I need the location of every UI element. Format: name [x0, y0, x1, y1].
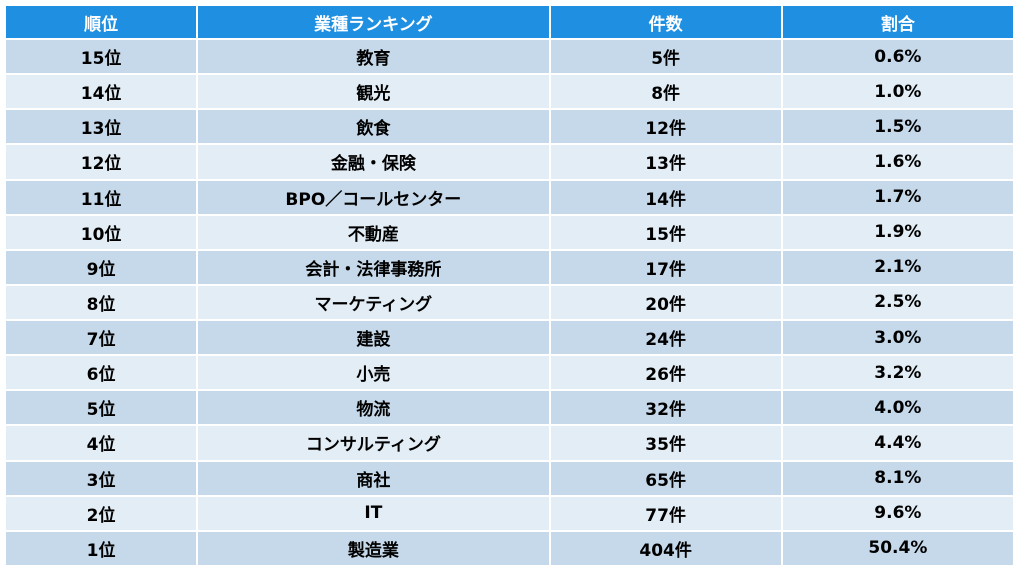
cell-rank: 13位: [6, 110, 197, 144]
cell-industry: 製造業: [198, 531, 549, 565]
cell-count: 77件: [550, 496, 781, 530]
header-count: 件数: [550, 6, 781, 38]
cell-rank: 1位: [6, 531, 197, 565]
cell-rank: 5位: [6, 391, 197, 425]
cell-ratio: 3.2%: [782, 356, 1013, 390]
cell-industry: 飲食: [198, 110, 549, 144]
table-body: 15位 教育 5件 0.6% 14位 観光 8件 1.0% 13位 飲食 12件 1.5% 12位 金融・…: [6, 40, 1013, 565]
cell-count: 35件: [550, 426, 781, 460]
cell-rank: 4位: [6, 426, 197, 460]
cell-rank: 3位: [6, 461, 197, 495]
cell-industry: コンサルティング: [198, 426, 549, 460]
cell-rank: 15位: [6, 40, 197, 74]
table-row: 2位 IT 77件 9.6%: [6, 496, 1013, 530]
table-row: 13位 飲食 12件 1.5%: [6, 110, 1013, 144]
cell-ratio: 2.5%: [782, 285, 1013, 319]
table-row: 6位 小売 26件 3.2%: [6, 356, 1013, 390]
cell-ratio: 1.6%: [782, 145, 1013, 179]
cell-ratio: 0.6%: [782, 40, 1013, 74]
cell-industry: 教育: [198, 40, 549, 74]
cell-count: 65件: [550, 461, 781, 495]
table-row: 4位 コンサルティング 35件 4.4%: [6, 426, 1013, 460]
cell-industry: 観光: [198, 75, 549, 109]
header-industry: 業種ランキング: [198, 6, 549, 38]
table-row: 15位 教育 5件 0.6%: [6, 40, 1013, 74]
cell-ratio: 1.5%: [782, 110, 1013, 144]
cell-count: 8件: [550, 75, 781, 109]
industry-ranking-table: 順位 業種ランキング 件数 割合 15位 教育 5件 0.6% 14位 観光 8件 1.0% 1…: [4, 4, 1015, 567]
cell-industry: BPO／コールセンター: [198, 180, 549, 214]
cell-count: 32件: [550, 391, 781, 425]
cell-ratio: 1.9%: [782, 215, 1013, 249]
cell-industry: IT: [198, 496, 549, 530]
cell-industry: 商社: [198, 461, 549, 495]
cell-industry: 小売: [198, 356, 549, 390]
cell-industry: 会計・法律事務所: [198, 250, 549, 284]
table-row: 7位 建設 24件 3.0%: [6, 321, 1013, 355]
cell-count: 12件: [550, 110, 781, 144]
header-rank: 順位: [6, 6, 197, 38]
cell-industry: 物流: [198, 391, 549, 425]
cell-rank: 11位: [6, 180, 197, 214]
cell-ratio: 4.0%: [782, 391, 1013, 425]
cell-rank: 2位: [6, 496, 197, 530]
cell-count: 26件: [550, 356, 781, 390]
cell-rank: 10位: [6, 215, 197, 249]
table-row: 14位 観光 8件 1.0%: [6, 75, 1013, 109]
cell-industry: 金融・保険: [198, 145, 549, 179]
table-row: 10位 不動産 15件 1.9%: [6, 215, 1013, 249]
table-row: 3位 商社 65件 8.1%: [6, 461, 1013, 495]
cell-industry: マーケティング: [198, 285, 549, 319]
cell-ratio: 1.0%: [782, 75, 1013, 109]
cell-ratio: 4.4%: [782, 426, 1013, 460]
cell-ratio: 9.6%: [782, 496, 1013, 530]
cell-industry: 不動産: [198, 215, 549, 249]
table-row: 12位 金融・保険 13件 1.6%: [6, 145, 1013, 179]
cell-rank: 6位: [6, 356, 197, 390]
cell-count: 24件: [550, 321, 781, 355]
cell-count: 5件: [550, 40, 781, 74]
cell-ratio: 1.7%: [782, 180, 1013, 214]
cell-count: 404件: [550, 531, 781, 565]
cell-count: 20件: [550, 285, 781, 319]
table-row: 8位 マーケティング 20件 2.5%: [6, 285, 1013, 319]
cell-ratio: 8.1%: [782, 461, 1013, 495]
header-row: 順位 業種ランキング 件数 割合: [6, 6, 1013, 38]
cell-rank: 12位: [6, 145, 197, 179]
cell-count: 14件: [550, 180, 781, 214]
table-row: 11位 BPO／コールセンター 14件 1.7%: [6, 180, 1013, 214]
cell-industry: 建設: [198, 321, 549, 355]
cell-count: 15件: [550, 215, 781, 249]
cell-ratio: 50.4%: [782, 531, 1013, 565]
table-row: 1位 製造業 404件 50.4%: [6, 531, 1013, 565]
cell-ratio: 3.0%: [782, 321, 1013, 355]
cell-ratio: 2.1%: [782, 250, 1013, 284]
table-row: 9位 会計・法律事務所 17件 2.1%: [6, 250, 1013, 284]
cell-rank: 14位: [6, 75, 197, 109]
cell-count: 17件: [550, 250, 781, 284]
cell-rank: 9位: [6, 250, 197, 284]
cell-count: 13件: [550, 145, 781, 179]
cell-rank: 7位: [6, 321, 197, 355]
table-row: 5位 物流 32件 4.0%: [6, 391, 1013, 425]
cell-rank: 8位: [6, 285, 197, 319]
industry-ranking-table-container: 順位 業種ランキング 件数 割合 15位 教育 5件 0.6% 14位 観光 8件 1.0% 1…: [4, 4, 1015, 567]
header-ratio: 割合: [782, 6, 1013, 38]
table-header: 順位 業種ランキング 件数 割合: [6, 6, 1013, 38]
